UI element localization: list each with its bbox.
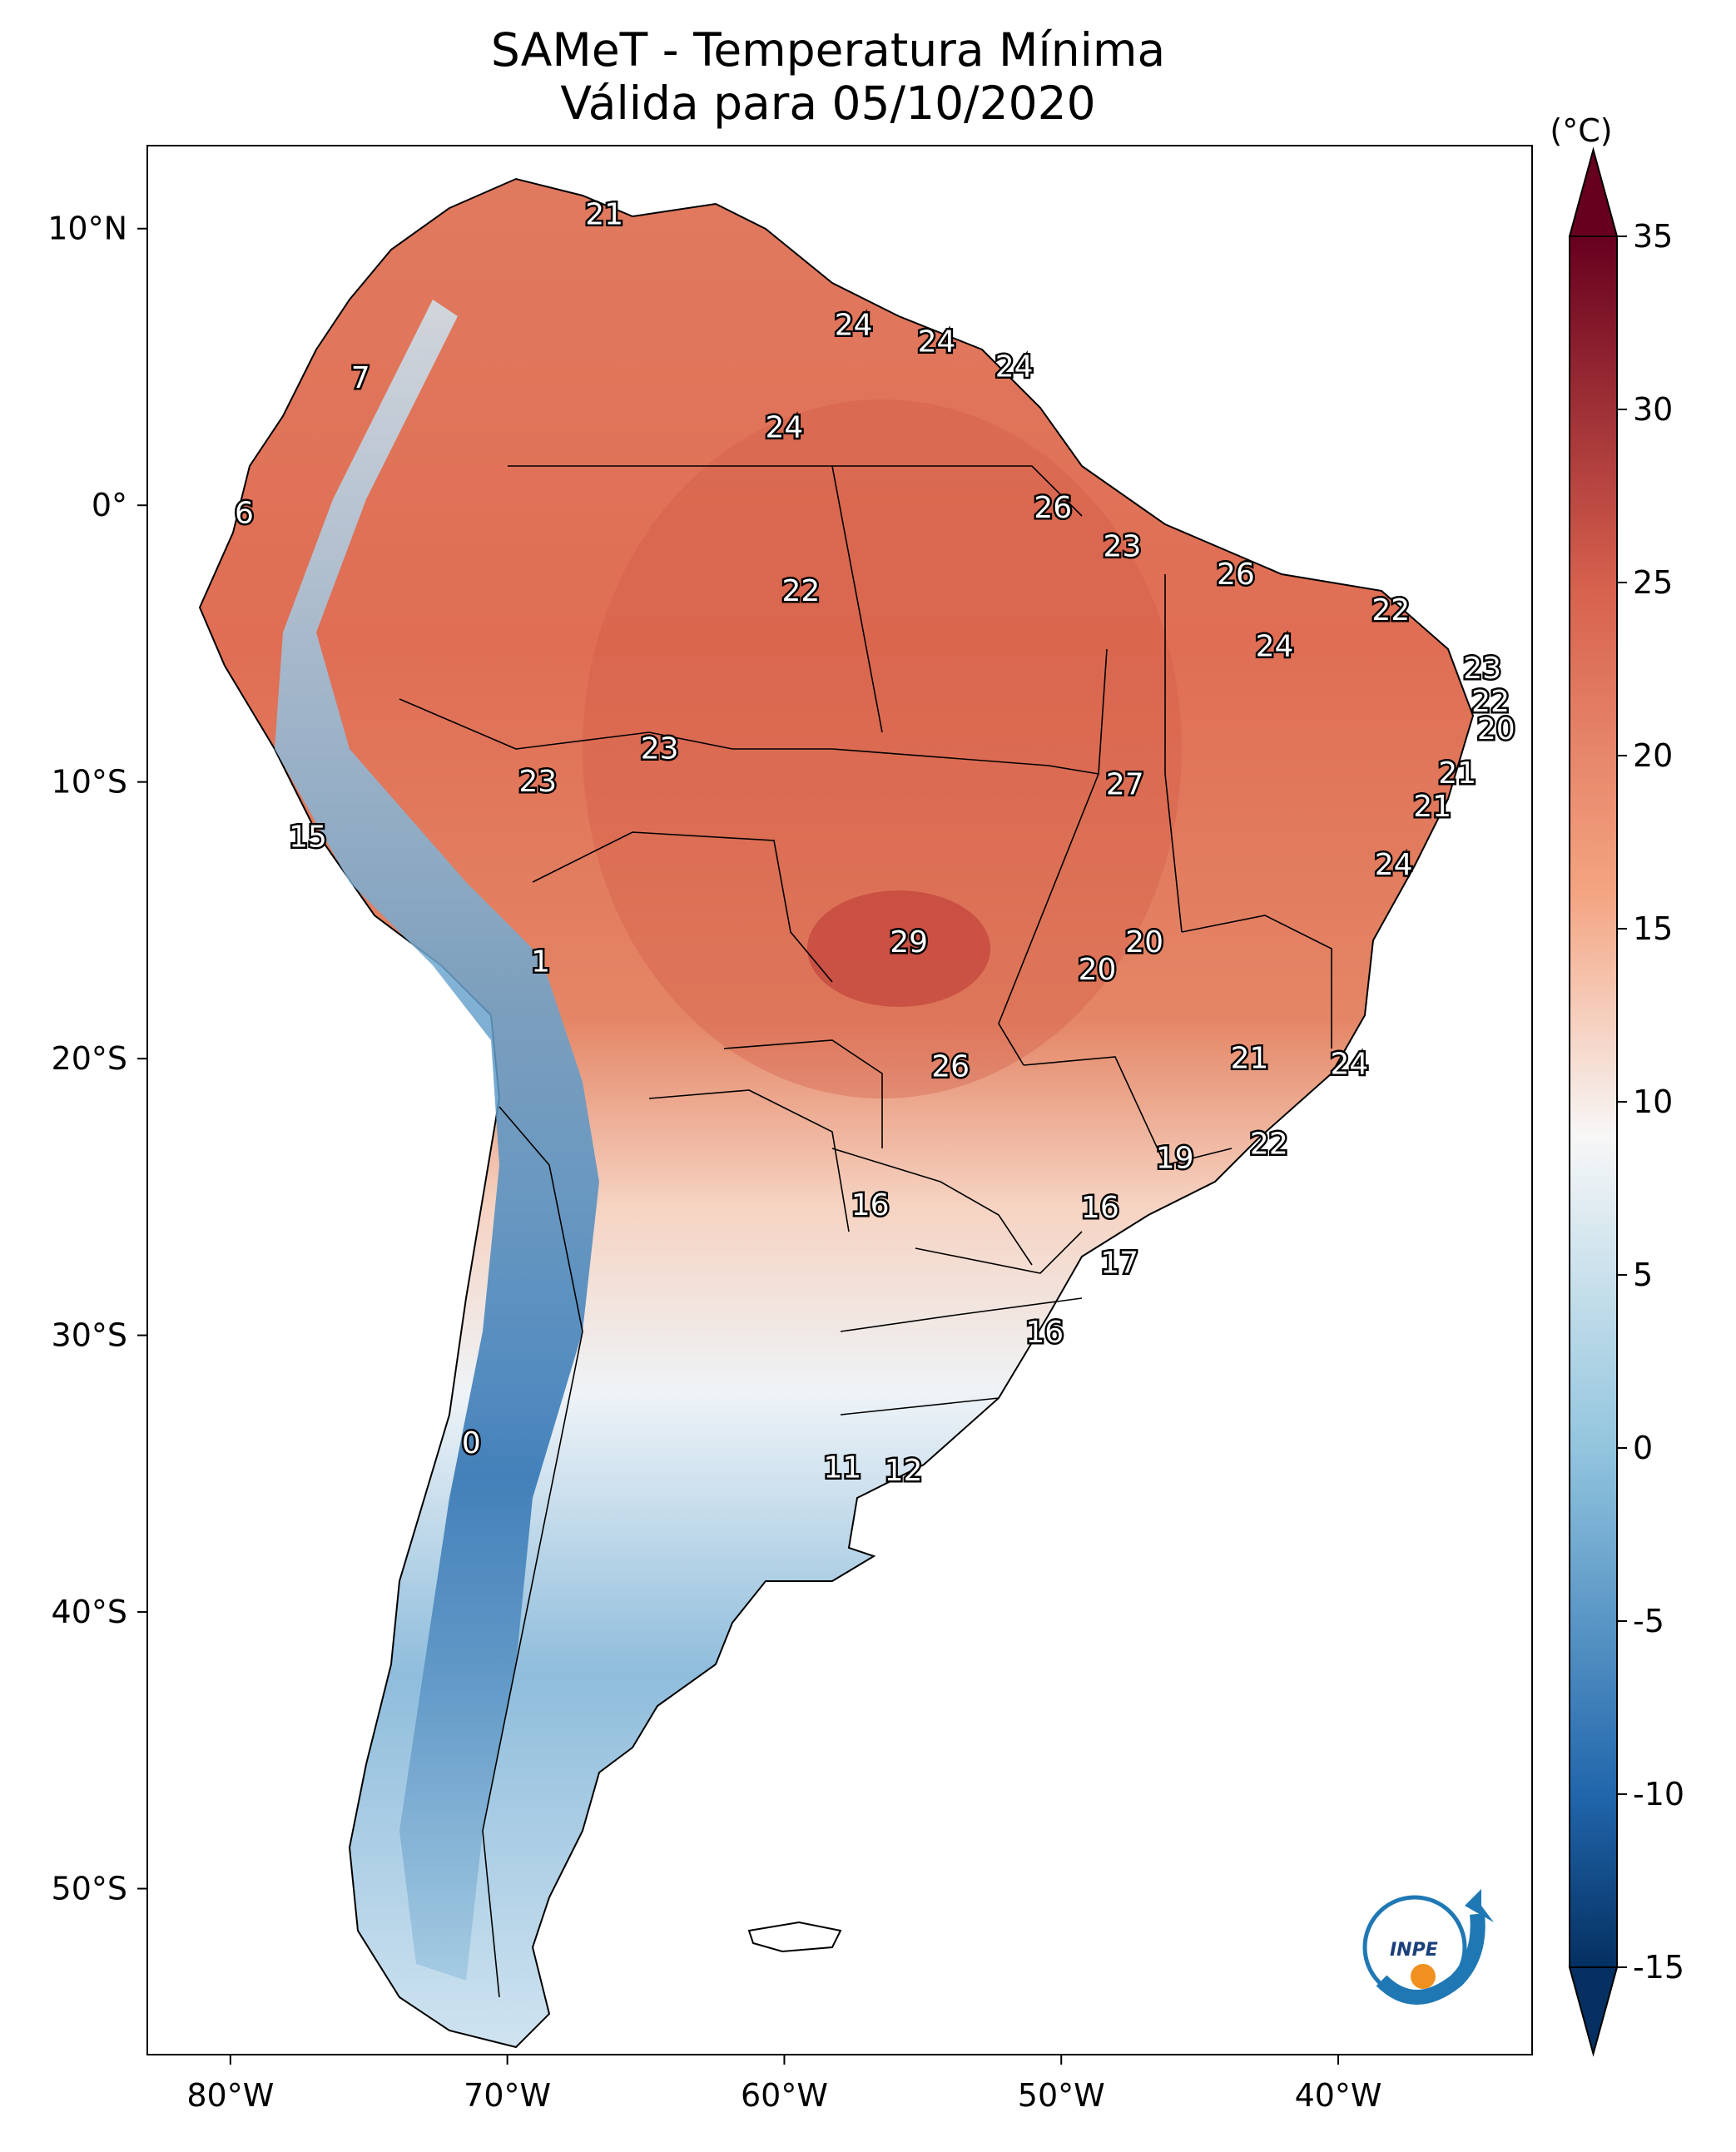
temperature-label: 24 (1330, 1047, 1368, 1081)
lat-tick-label: 30°S (52, 1317, 127, 1354)
temperature-label: 26 (931, 1050, 970, 1084)
country-borders (399, 465, 1332, 1998)
colorbar-tick-label: -15 (1633, 1949, 1684, 1986)
lat-tick-label: 10°N (47, 211, 127, 247)
falkland-islands (747, 1921, 842, 1953)
temperature-label: 22 (1371, 593, 1410, 627)
colorbar-tick-label: 25 (1633, 564, 1673, 601)
colorbar-ticks: 35 30 25 20 15 10 5 0 -5 -10 -15 (1617, 218, 1684, 1986)
colorbar: 35 30 25 20 15 10 5 0 -5 -10 -15 (°C) (1550, 112, 1684, 2057)
map-title: SAMeT - Temperatura Mínima Válida para 0… (0, 23, 1656, 130)
title-line-2: Válida para 05/10/2020 (560, 77, 1096, 130)
temperature-label: 24 (766, 411, 804, 445)
temperature-label: 11 (823, 1451, 861, 1485)
lon-tick-label: 40°W (1295, 2077, 1382, 2114)
longitude-axis: 80°W 70°W 60°W 50°W 40°W (186, 2055, 1382, 2114)
logo-text: INPE (1390, 1940, 1438, 1961)
warm-core (583, 399, 1182, 1098)
colorbar-tick-label: 5 (1633, 1257, 1653, 1293)
temperature-label: 17 (1100, 1247, 1138, 1281)
lon-tick-label: 80°W (186, 2077, 274, 2114)
colorbar-tick-label: -10 (1633, 1776, 1684, 1812)
colorbar-tick-label: 35 (1633, 218, 1673, 255)
temperature-label: 19 (1156, 1141, 1194, 1175)
lat-tick-label: 20°S (52, 1040, 127, 1077)
temperature-label: 23 (518, 765, 557, 799)
colorbar-tick-label: 0 (1633, 1430, 1653, 1466)
lat-tick-label: 0° (92, 487, 127, 523)
temperature-label: 0 (462, 1426, 481, 1460)
lon-tick-label: 60°W (741, 2077, 828, 2114)
temperature-label: 21 (1438, 756, 1476, 791)
temperature-label: 24 (1375, 848, 1413, 882)
temperature-label: 24 (918, 325, 956, 359)
temperature-label: 16 (851, 1188, 890, 1222)
colorbar-tick-label: -5 (1633, 1603, 1664, 1639)
temperature-label: 20 (1477, 712, 1515, 746)
temperature-label: 20 (1125, 925, 1163, 959)
latitude-axis: 10°N 0° 10°S 20°S 30°S 40°S 50°S (47, 211, 147, 1907)
temperature-label: 24 (995, 350, 1034, 384)
temperature-label: 7 (351, 361, 370, 395)
temperature-label: 22 (1471, 685, 1510, 719)
temperature-label: 15 (289, 821, 327, 855)
inpe-logo-icon: INPE (1362, 1889, 1494, 2005)
temperature-label: 23 (1463, 652, 1501, 686)
temperature-label: 20 (1079, 953, 1117, 987)
colorbar-tick-label: 15 (1633, 910, 1673, 947)
temperature-label: 16 (1025, 1316, 1064, 1350)
temperature-label: 22 (1250, 1128, 1288, 1162)
lon-tick-label: 70°W (464, 2077, 551, 2114)
lat-tick-label: 10°S (52, 764, 127, 801)
temperature-label: 24 (835, 309, 873, 343)
temperature-label: 21 (585, 198, 623, 232)
temperature-label: 23 (1104, 530, 1142, 564)
temperature-label: 21 (1413, 790, 1451, 824)
colorbar-tick-label: 20 (1633, 737, 1673, 774)
lat-tick-label: 40°S (52, 1594, 127, 1630)
temperature-label: 27 (1106, 767, 1144, 801)
hot-spot (807, 890, 990, 1007)
temperature-label: 23 (641, 731, 679, 766)
lon-tick-label: 50°W (1018, 2077, 1105, 2114)
temperature-label: 21 (1231, 1042, 1269, 1076)
temperature-label: 1 (531, 945, 550, 979)
colorbar-unit: (°C) (1550, 112, 1612, 149)
temperature-label: 26 (1217, 558, 1255, 592)
title-line-1: SAMeT - Temperatura Mínima (490, 23, 1166, 77)
temperature-label: 22 (782, 574, 821, 608)
temperature-label: 29 (890, 925, 928, 959)
temperature-label: 26 (1034, 491, 1072, 525)
temperature-label: 24 (1256, 629, 1294, 663)
lat-tick-label: 50°S (52, 1871, 127, 1907)
andes-cold-band (275, 300, 599, 1981)
colorbar-tick-label: 30 (1633, 391, 1673, 428)
map-border (146, 145, 1533, 2055)
colorbar-tick-label: 10 (1633, 1083, 1673, 1120)
temperature-label: 16 (1081, 1191, 1119, 1225)
temperature-label: 6 (235, 497, 254, 531)
temperature-label: 12 (885, 1454, 923, 1488)
